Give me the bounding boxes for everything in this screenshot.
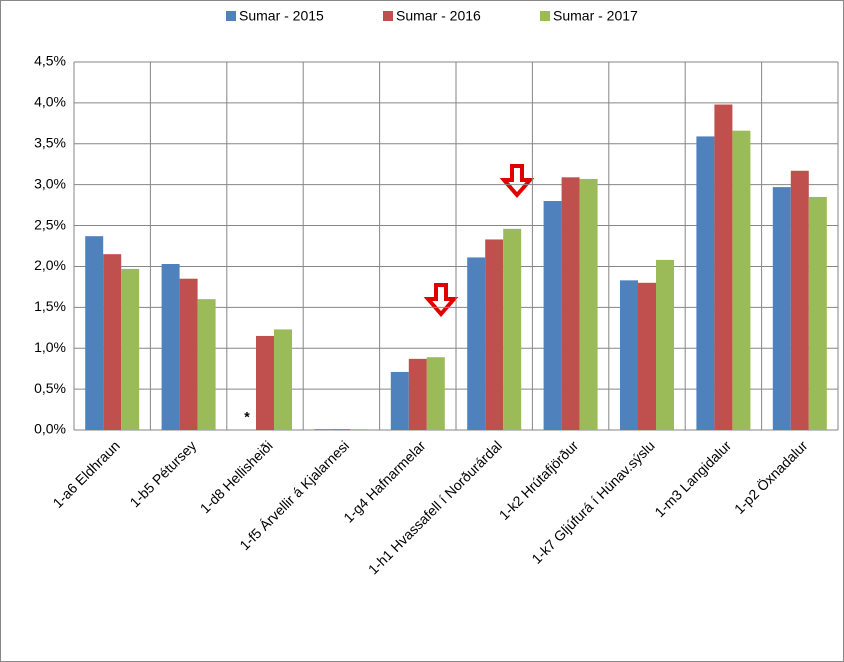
bar <box>332 429 351 430</box>
legend-swatch <box>540 11 550 21</box>
bar <box>103 254 122 430</box>
y-tick-label: 3,0% <box>34 175 66 191</box>
bar <box>808 196 827 430</box>
bar <box>790 170 809 430</box>
bar <box>543 201 562 430</box>
bar <box>714 104 733 430</box>
bar <box>485 239 504 430</box>
bar <box>350 429 369 430</box>
y-tick-label: 4,5% <box>34 53 66 69</box>
legend-swatch <box>383 11 393 21</box>
legend-label: Sumar - 2017 <box>553 8 638 24</box>
bar <box>620 280 638 430</box>
bar <box>85 236 104 430</box>
bar <box>696 136 715 430</box>
y-tick-label: 3,5% <box>34 134 66 150</box>
bar <box>656 259 674 430</box>
bar <box>197 299 216 430</box>
bar <box>732 130 751 430</box>
bar <box>314 429 333 430</box>
bar <box>426 357 445 430</box>
bar <box>179 278 198 430</box>
bar <box>390 371 409 430</box>
y-tick-label: 2,0% <box>34 257 66 273</box>
bar <box>561 177 580 430</box>
bar <box>274 329 292 430</box>
legend-label: Sumar - 2016 <box>396 8 481 24</box>
y-tick-label: 1,0% <box>34 339 66 355</box>
y-tick-label: 4,0% <box>34 94 66 110</box>
bar <box>408 358 427 430</box>
arrow <box>423 164 535 318</box>
annotation: * <box>244 409 250 425</box>
bar <box>121 268 140 430</box>
legend-label: Sumar - 2015 <box>239 8 324 24</box>
y-tick-label: 1,5% <box>34 298 66 314</box>
bar <box>503 228 522 430</box>
bar <box>256 335 274 430</box>
bar <box>579 178 598 430</box>
bar <box>467 257 486 430</box>
y-tick-label: 0,5% <box>34 380 66 396</box>
bar <box>638 282 656 430</box>
y-tick-label: 0,0% <box>34 421 66 437</box>
bar <box>161 263 180 430</box>
bar <box>772 187 791 430</box>
y-tick-label: 2,5% <box>34 216 66 232</box>
legend-swatch <box>226 11 236 21</box>
